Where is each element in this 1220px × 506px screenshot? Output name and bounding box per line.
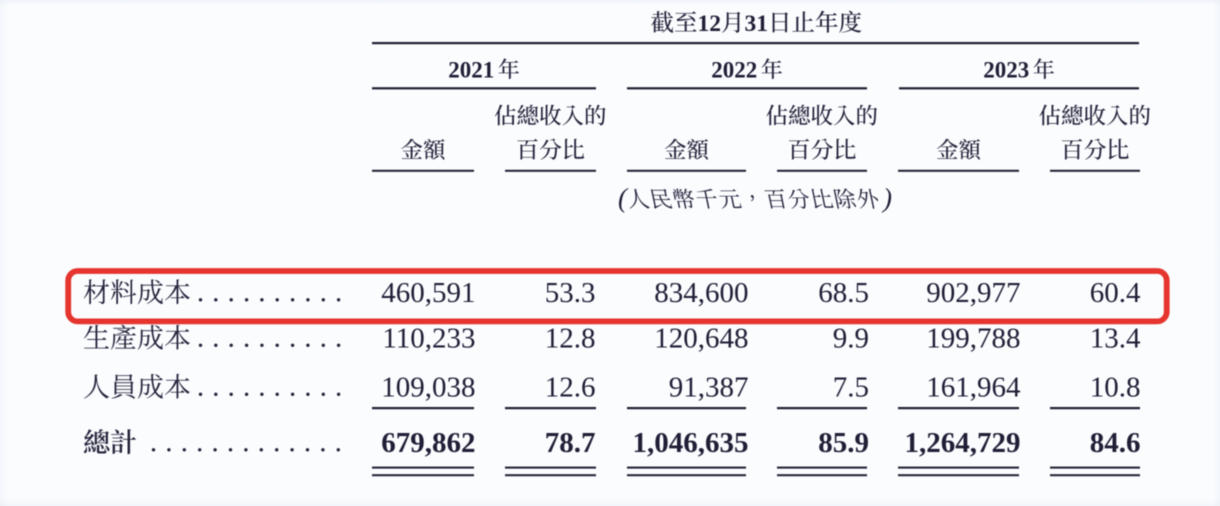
svg-text:12.8: 12.8 [545, 323, 596, 355]
svg-text:7.5: 7.5 [833, 372, 869, 404]
svg-text:68.5: 68.5 [818, 277, 869, 309]
svg-text:109,038: 109,038 [381, 372, 475, 404]
svg-text:(: ( [618, 183, 629, 213]
svg-text:2021: 2021 [448, 58, 494, 83]
svg-text:834,600: 834,600 [654, 277, 748, 309]
svg-text:1,046,635: 1,046,635 [633, 427, 749, 459]
svg-text:13.4: 13.4 [1090, 323, 1141, 355]
svg-text:60.4: 60.4 [1090, 277, 1141, 309]
svg-text:161,964: 161,964 [926, 372, 1021, 404]
svg-text:12: 12 [698, 11, 722, 37]
svg-text:78.7: 78.7 [545, 427, 596, 459]
svg-text:85.9: 85.9 [818, 427, 869, 459]
svg-text:120,648: 120,648 [654, 323, 748, 355]
svg-text:10.8: 10.8 [1090, 372, 1141, 404]
svg-text:84.6: 84.6 [1090, 427, 1141, 459]
svg-text:9.9: 9.9 [833, 323, 869, 355]
svg-text:91,387: 91,387 [669, 372, 749, 404]
svg-text:31: 31 [745, 11, 769, 37]
svg-text:): ) [881, 183, 892, 213]
svg-text:1,264,729: 1,264,729 [905, 427, 1021, 459]
svg-text:460,591: 460,591 [381, 277, 475, 309]
svg-text:2023: 2023 [983, 58, 1029, 83]
svg-text:2022: 2022 [711, 58, 757, 83]
svg-text:53.3: 53.3 [545, 277, 596, 309]
svg-text:902,977: 902,977 [926, 277, 1020, 309]
svg-text:12.6: 12.6 [545, 372, 596, 404]
svg-text:110,233: 110,233 [382, 323, 475, 355]
svg-text:679,862: 679,862 [381, 427, 475, 459]
svg-text:199,788: 199,788 [926, 323, 1020, 355]
